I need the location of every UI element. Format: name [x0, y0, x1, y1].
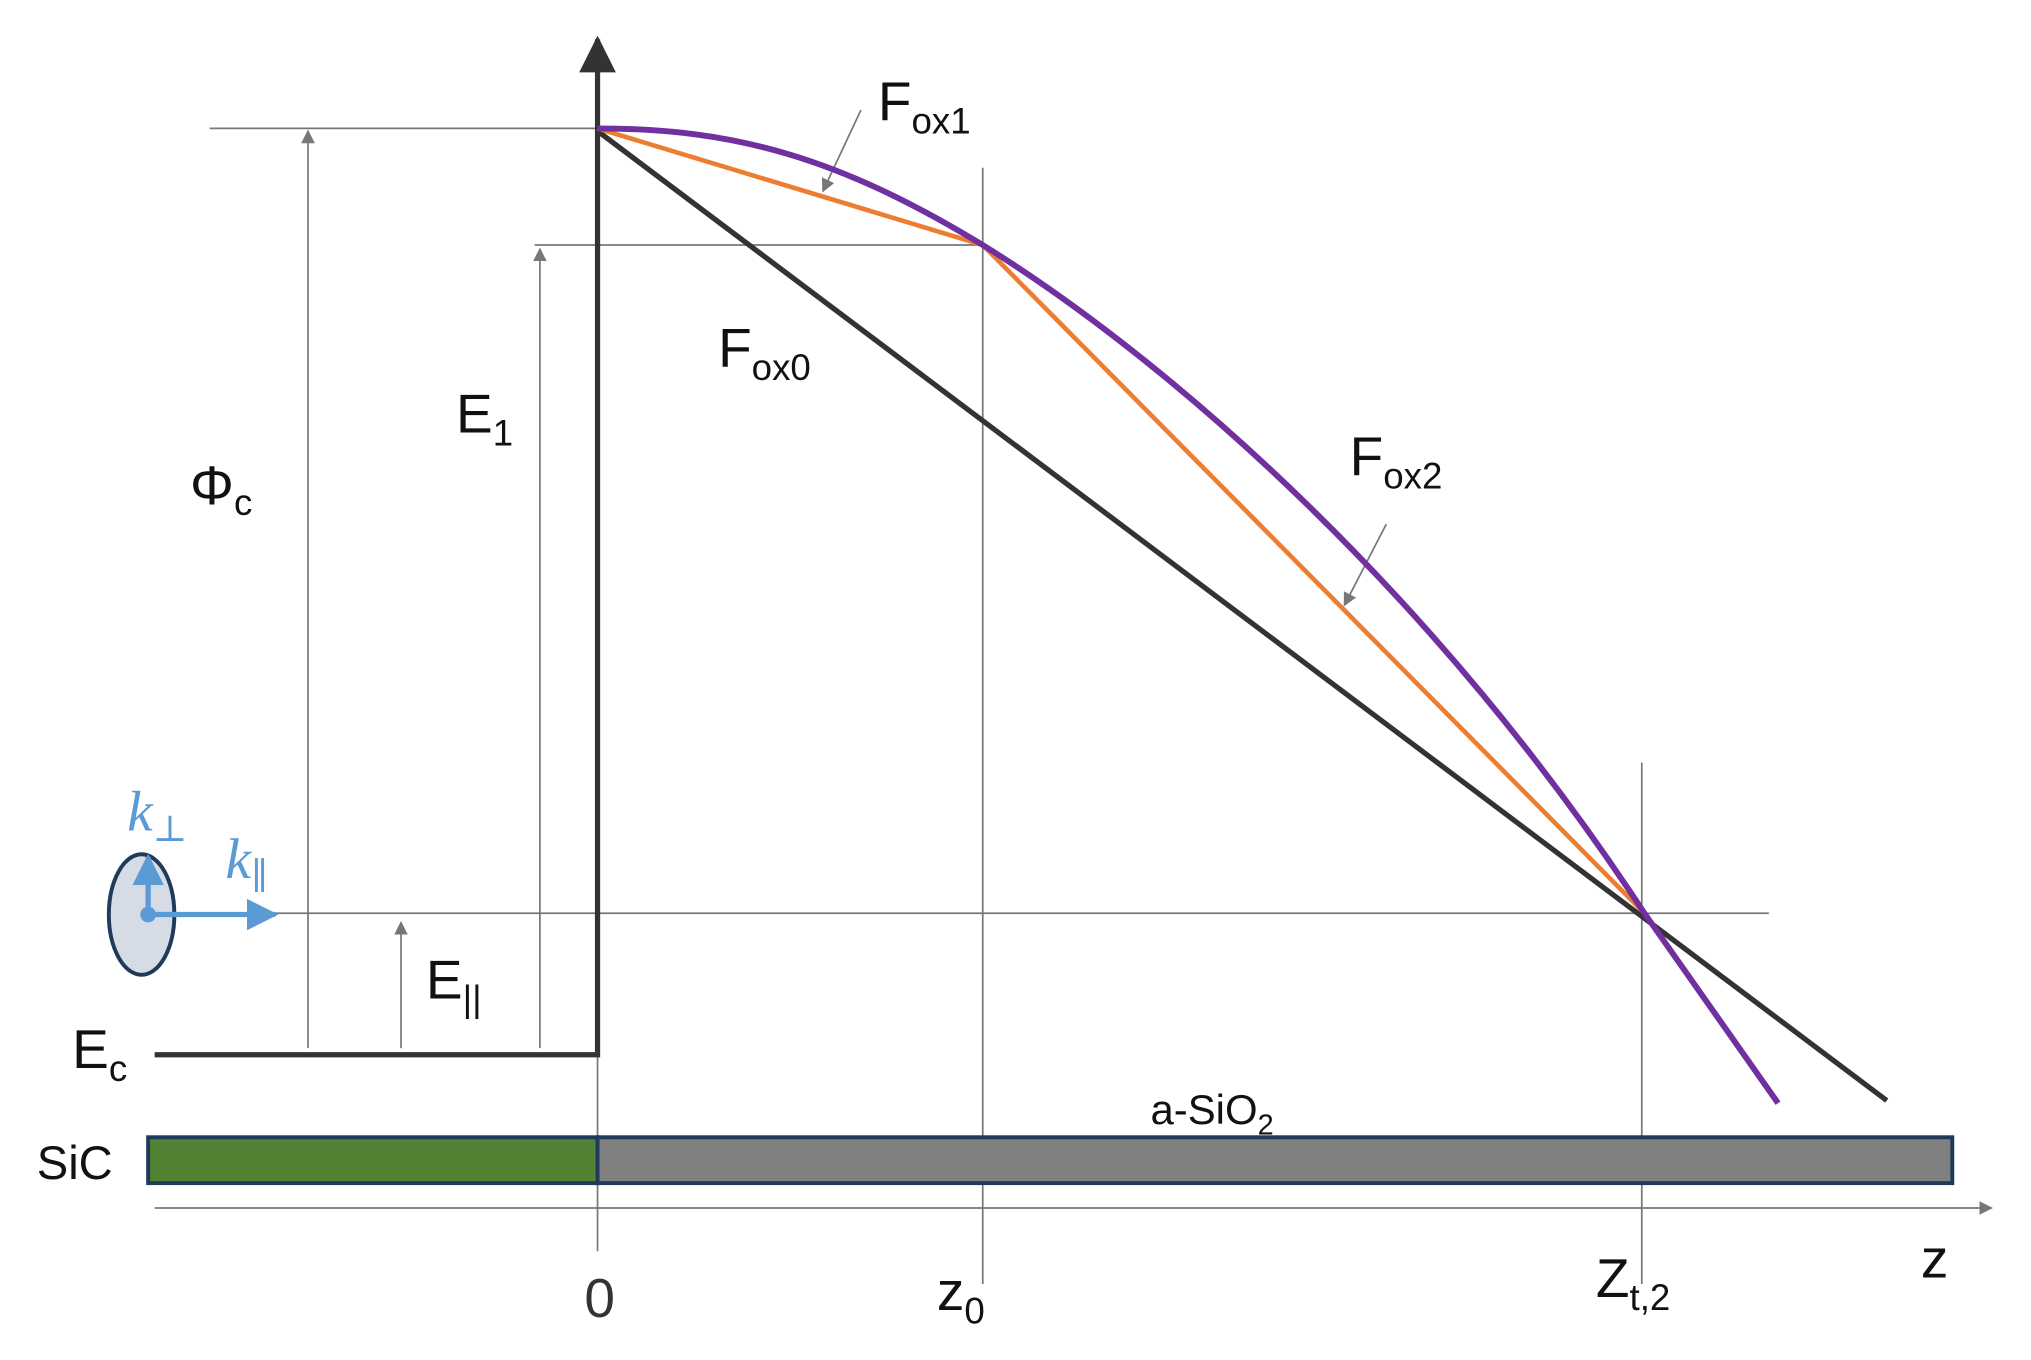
- label: k∥: [225, 828, 268, 896]
- label-sub: 0: [964, 1290, 984, 1331]
- label: Fox0: [718, 317, 811, 388]
- label: a-SiO2: [1150, 1086, 1273, 1141]
- label-main: F: [878, 71, 912, 133]
- conduction-band: [154, 35, 616, 1058]
- k-origin: [140, 906, 157, 923]
- label-sub: t,2: [1630, 1277, 1671, 1318]
- label-sub: 1: [493, 412, 513, 453]
- label: E||: [426, 948, 482, 1019]
- sic-layer: [146, 1135, 600, 1186]
- label-sub: 2: [1258, 1110, 1274, 1142]
- label-main: F: [1350, 426, 1384, 488]
- label-main: F: [718, 317, 752, 379]
- label-sub: c: [234, 482, 252, 523]
- label: Φc: [190, 454, 252, 522]
- guides: [144, 109, 1993, 1285]
- label-main: Z: [1596, 1247, 1630, 1309]
- label: SiC: [37, 1136, 113, 1189]
- label-sub: ox1: [912, 101, 971, 142]
- label-main: Φ: [190, 454, 234, 516]
- label: Ec: [72, 1018, 127, 1089]
- label: Fox1: [878, 71, 971, 142]
- label-sub: ⊥: [153, 808, 188, 849]
- label: k⊥: [127, 781, 187, 849]
- label-main: z: [937, 1260, 965, 1322]
- label-main: E: [426, 948, 463, 1010]
- label-sub: ox0: [752, 347, 811, 388]
- label-main: k: [127, 781, 154, 844]
- label: Fox2: [1350, 426, 1443, 497]
- label: E1: [456, 382, 513, 453]
- label: Zt,2: [1596, 1247, 1670, 1318]
- fox0-line: [595, 128, 1889, 1103]
- curved-band: [597, 125, 1781, 1105]
- oxide-layer: [595, 1135, 1955, 1186]
- label-main: E: [456, 382, 493, 444]
- label-sub: ||: [463, 978, 482, 1019]
- label-sub: ∥: [251, 855, 268, 896]
- label-sub: ox2: [1383, 456, 1442, 497]
- label-main: E: [72, 1018, 109, 1080]
- label: z0: [937, 1260, 985, 1331]
- label-main: a-SiO: [1150, 1086, 1257, 1133]
- label-sub: c: [109, 1048, 127, 1089]
- label: 0: [584, 1267, 615, 1329]
- label: z: [1921, 1227, 1949, 1289]
- label-main: k: [225, 828, 252, 891]
